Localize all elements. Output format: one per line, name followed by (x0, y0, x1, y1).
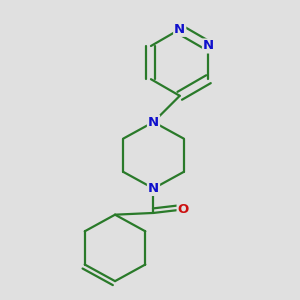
Text: N: N (174, 23, 185, 36)
Text: N: N (203, 40, 214, 52)
Text: N: N (148, 182, 159, 195)
Text: O: O (178, 203, 189, 216)
Text: N: N (148, 116, 159, 128)
